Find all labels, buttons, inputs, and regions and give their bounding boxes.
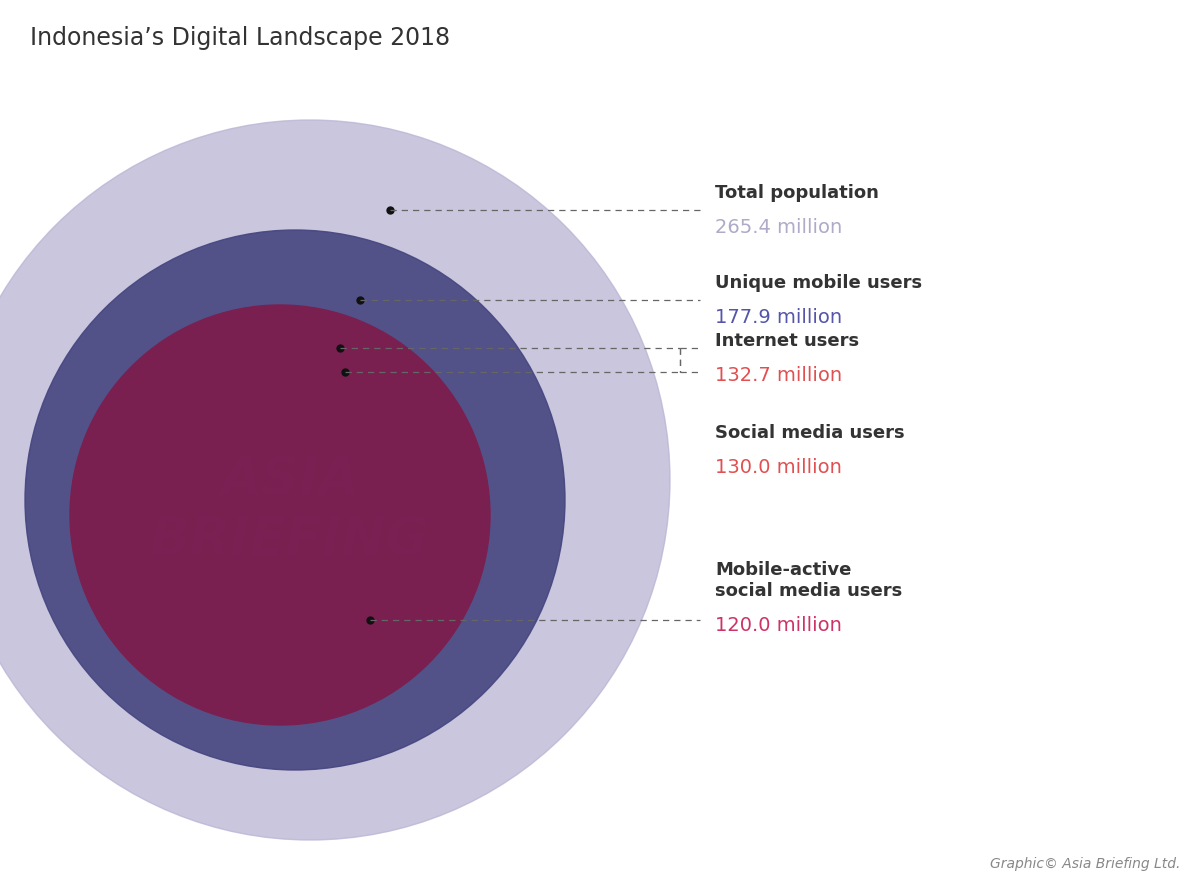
Text: Total population: Total population — [715, 184, 878, 202]
Text: 130.0 million: 130.0 million — [715, 458, 842, 477]
Text: ASIA
BRIEFING: ASIA BRIEFING — [150, 454, 430, 566]
Text: Graphic© Asia Briefing Ltd.: Graphic© Asia Briefing Ltd. — [990, 857, 1180, 871]
Circle shape — [0, 120, 670, 840]
Text: 132.7 million: 132.7 million — [715, 366, 842, 385]
Text: Social media users: Social media users — [715, 424, 905, 442]
Text: 265.4 million: 265.4 million — [715, 218, 842, 237]
Text: 120.0 million: 120.0 million — [715, 616, 842, 635]
Circle shape — [25, 230, 565, 770]
Text: Unique mobile users: Unique mobile users — [715, 274, 922, 292]
Text: Mobile-active
social media users: Mobile-active social media users — [715, 561, 902, 600]
Text: Internet users: Internet users — [715, 332, 859, 350]
Text: 177.9 million: 177.9 million — [715, 308, 842, 327]
Circle shape — [70, 305, 490, 725]
Text: Indonesia’s Digital Landscape 2018: Indonesia’s Digital Landscape 2018 — [30, 26, 450, 50]
